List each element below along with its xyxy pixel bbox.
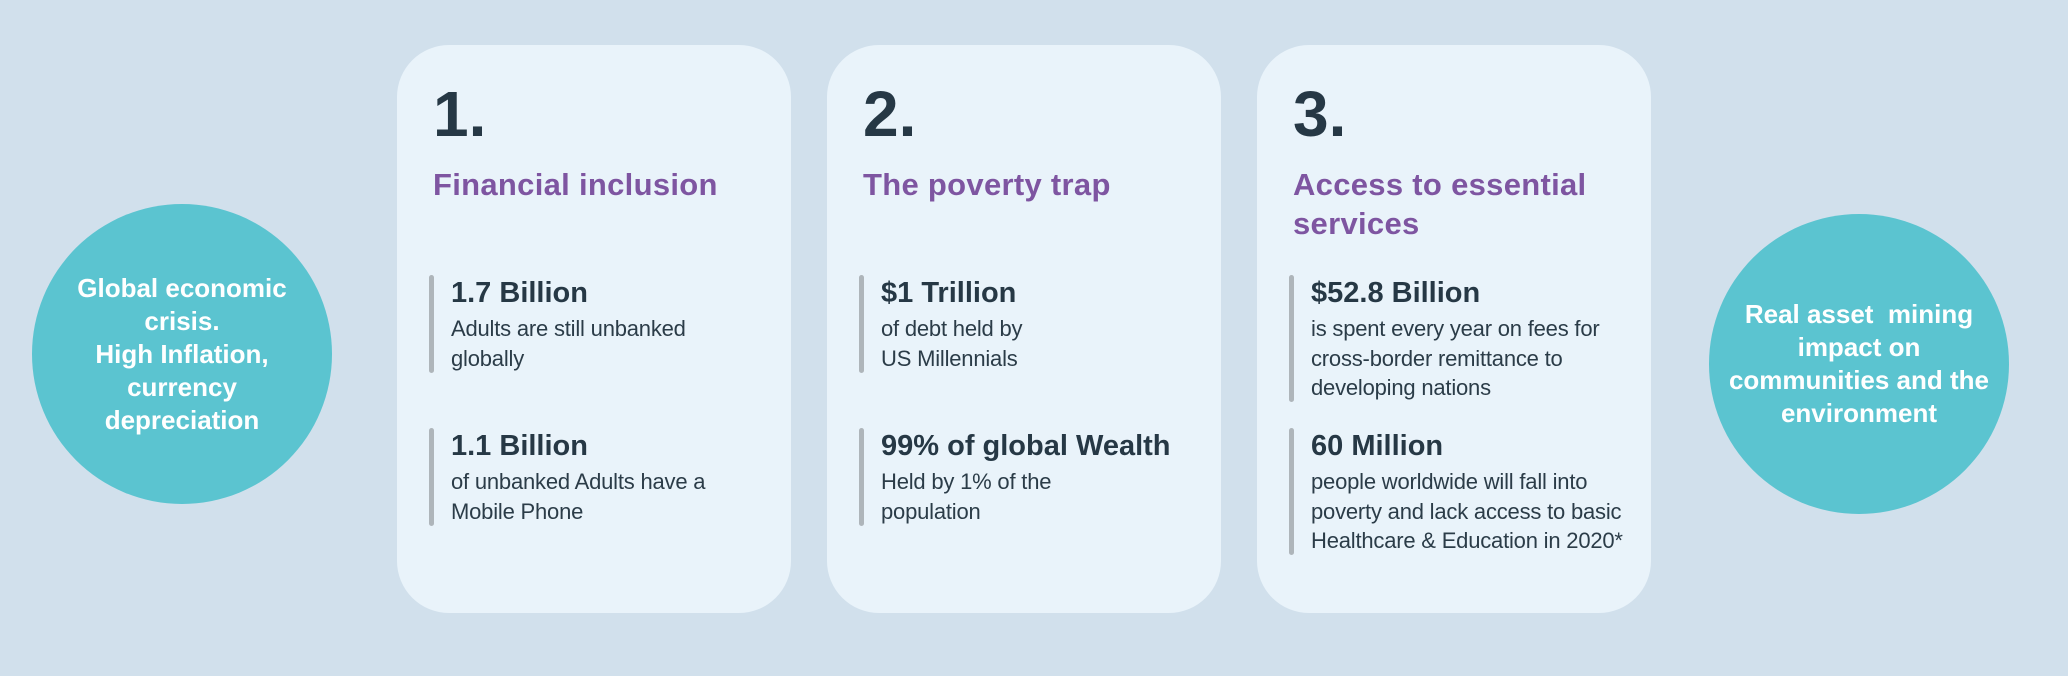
stat-description: is spent every year on fees for cross-bo… bbox=[1311, 316, 1600, 400]
stat-description: of debt held by US Millennials bbox=[881, 316, 1023, 371]
stat-block: $1 Trillion of debt held by US Millennia… bbox=[859, 275, 1199, 373]
card-essential-services: 3. Access to essential services $52.8 Bi… bbox=[1257, 45, 1651, 613]
stat-value: $1 Trillion bbox=[881, 277, 1017, 309]
stat-value: 99% of global Wealth bbox=[881, 430, 1171, 462]
circle-text-line: Global economic bbox=[77, 272, 287, 303]
stat-block: $52.8 Billion is spent every year on fee… bbox=[1289, 275, 1629, 402]
stat-description: of unbanked Adults have a Mobile Phone bbox=[451, 469, 706, 524]
card-financial-inclusion: 1. Financial inclusion 1.7 Billion Adult… bbox=[397, 45, 791, 613]
stat-block: 99% of global Wealth Held by 1% of the p… bbox=[859, 428, 1199, 526]
card-number: 1. bbox=[433, 78, 487, 150]
card-number: 3. bbox=[1293, 78, 1347, 150]
card-title: Access to essential services bbox=[1293, 167, 1587, 241]
stat-accent-bar bbox=[429, 275, 434, 373]
mining-impact-circle: Real asset mining impact on communities … bbox=[1709, 214, 2009, 514]
stat-value: 1.7 Billion bbox=[451, 277, 588, 309]
stat-value: $52.8 Billion bbox=[1311, 277, 1481, 309]
card-number: 2. bbox=[863, 78, 917, 150]
circle-text-line: communities and the bbox=[1728, 365, 1990, 395]
global-crisis-text: Global economic crisis. High Inflation, … bbox=[77, 272, 287, 437]
stat-accent-bar bbox=[1289, 275, 1294, 402]
stat-description: Adults are still unbanked globally bbox=[451, 316, 686, 371]
circle-text-line: currency bbox=[127, 371, 237, 402]
stat-accent-bar bbox=[1289, 428, 1294, 555]
stat-accent-bar bbox=[859, 428, 864, 526]
stat-block: 60 Million people worldwide will fall in… bbox=[1289, 428, 1629, 555]
card-title: Financial inclusion bbox=[433, 167, 718, 203]
circle-text-line: crisis. bbox=[144, 305, 220, 336]
stat-value: 60 Million bbox=[1311, 430, 1444, 462]
stat-accent-bar bbox=[859, 275, 864, 373]
stat-block: 1.7 Billion Adults are still unbanked gl… bbox=[429, 275, 769, 373]
stat-accent-bar bbox=[429, 428, 434, 526]
circle-text-line: impact on bbox=[1797, 332, 1921, 362]
stat-block: 1.1 Billion of unbanked Adults have a Mo… bbox=[429, 428, 769, 526]
stat-description: Held by 1% of the population bbox=[881, 469, 1052, 524]
circle-text-line: Real asset mining bbox=[1744, 299, 1974, 329]
global-crisis-circle: Global economic crisis. High Inflation, … bbox=[32, 204, 332, 504]
mining-impact-text: Real asset mining impact on communities … bbox=[1729, 298, 1989, 430]
circle-text-line: High Inflation, bbox=[95, 338, 269, 369]
circle-text-line: environment bbox=[1780, 398, 1937, 428]
stat-value: 1.1 Billion bbox=[451, 430, 588, 462]
card-poverty-trap: 2. The poverty trap $1 Trillion of debt … bbox=[827, 45, 1221, 613]
stat-description: people worldwide will fall into poverty … bbox=[1311, 469, 1623, 553]
card-title: The poverty trap bbox=[863, 167, 1111, 203]
circle-text-line: depreciation bbox=[104, 404, 260, 435]
